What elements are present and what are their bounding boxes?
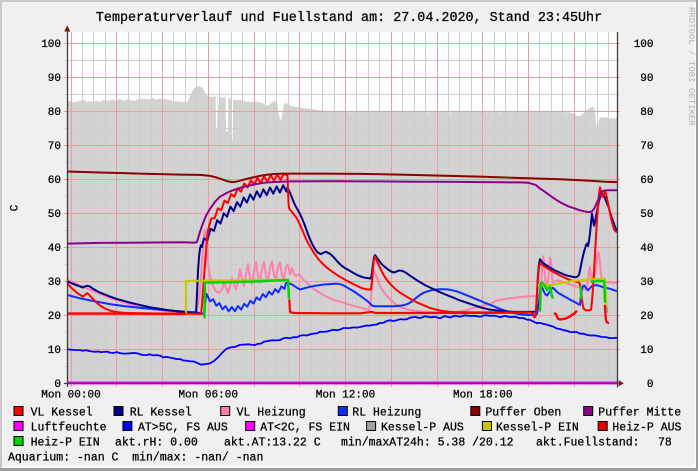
- svg-text:Kessel-P AUS: Kessel-P AUS: [381, 422, 464, 435]
- svg-text:Luftfeuchte: Luftfeuchte: [31, 422, 107, 435]
- svg-text:90: 90: [48, 73, 61, 85]
- svg-text:akt.rH: 0.00: akt.rH: 0.00: [115, 437, 198, 450]
- svg-text:Heiz-P EIN: Heiz-P EIN: [31, 437, 100, 450]
- svg-text:Aquarium: -nan C min/max: -na: Aquarium: -nan C min/max: -nan/ -nan: [8, 452, 263, 465]
- svg-text:70: 70: [48, 141, 61, 153]
- svg-text:min/maxAT24h: 5.38 /20.12: min/maxAT24h: 5.38 /20.12: [341, 437, 514, 450]
- svg-text:Kessel-P EIN: Kessel-P EIN: [496, 422, 579, 435]
- svg-text:30: 30: [48, 277, 61, 289]
- svg-text:80: 80: [640, 107, 653, 119]
- svg-text:RL Heizung: RL Heizung: [352, 407, 421, 420]
- svg-text:60: 60: [48, 175, 61, 187]
- svg-text:50: 50: [48, 209, 61, 221]
- svg-text:Mon 12:00: Mon 12:00: [316, 390, 375, 402]
- svg-text:60: 60: [640, 175, 653, 187]
- svg-text:0: 0: [647, 379, 654, 391]
- svg-text:30: 30: [640, 277, 653, 289]
- svg-text:90: 90: [640, 73, 653, 85]
- svg-text:Mon 18:00: Mon 18:00: [453, 390, 512, 402]
- svg-text:50: 50: [640, 209, 653, 221]
- svg-text:RL Kessel: RL Kessel: [130, 407, 192, 420]
- svg-text:40: 40: [48, 243, 61, 255]
- svg-text:akt.AT:13.22 C: akt.AT:13.22 C: [224, 437, 321, 450]
- svg-text:10: 10: [640, 345, 653, 357]
- svg-text:20: 20: [48, 311, 61, 323]
- svg-text:80: 80: [48, 107, 61, 119]
- svg-text:Mon 06:00: Mon 06:00: [179, 390, 238, 402]
- svg-text:Puffer Oben: Puffer Oben: [485, 407, 561, 420]
- svg-text:0: 0: [54, 379, 61, 391]
- svg-text:Heiz-P AUS: Heiz-P AUS: [612, 422, 681, 435]
- svg-text:VL Heizung: VL Heizung: [237, 407, 306, 420]
- svg-text:Temperaturverlauf und Fuellsta: Temperaturverlauf und Fuellstand am: 27.…: [96, 11, 602, 26]
- svg-text:C: C: [10, 204, 22, 211]
- svg-text:Puffer Mitte: Puffer Mitte: [598, 407, 681, 420]
- svg-text:70: 70: [640, 141, 653, 153]
- svg-text:40: 40: [640, 243, 653, 255]
- svg-text:Mon 00:00: Mon 00:00: [41, 390, 100, 402]
- svg-text:100: 100: [41, 39, 61, 51]
- svg-text:100: 100: [634, 39, 654, 51]
- svg-text:AT<2C, FS EIN: AT<2C, FS EIN: [260, 422, 350, 435]
- svg-text:AT>5C, FS AUS: AT>5C, FS AUS: [138, 422, 228, 435]
- svg-text:10: 10: [48, 345, 61, 357]
- svg-text:78: 78: [658, 437, 672, 450]
- svg-text:RRDTOOL / TOBI OETIKER: RRDTOOL / TOBI OETIKER: [686, 7, 696, 126]
- svg-text:VL Kessel: VL Kessel: [31, 407, 93, 420]
- svg-text:akt.Fuellstand:: akt.Fuellstand:: [536, 437, 640, 450]
- svg-text:20: 20: [640, 311, 653, 323]
